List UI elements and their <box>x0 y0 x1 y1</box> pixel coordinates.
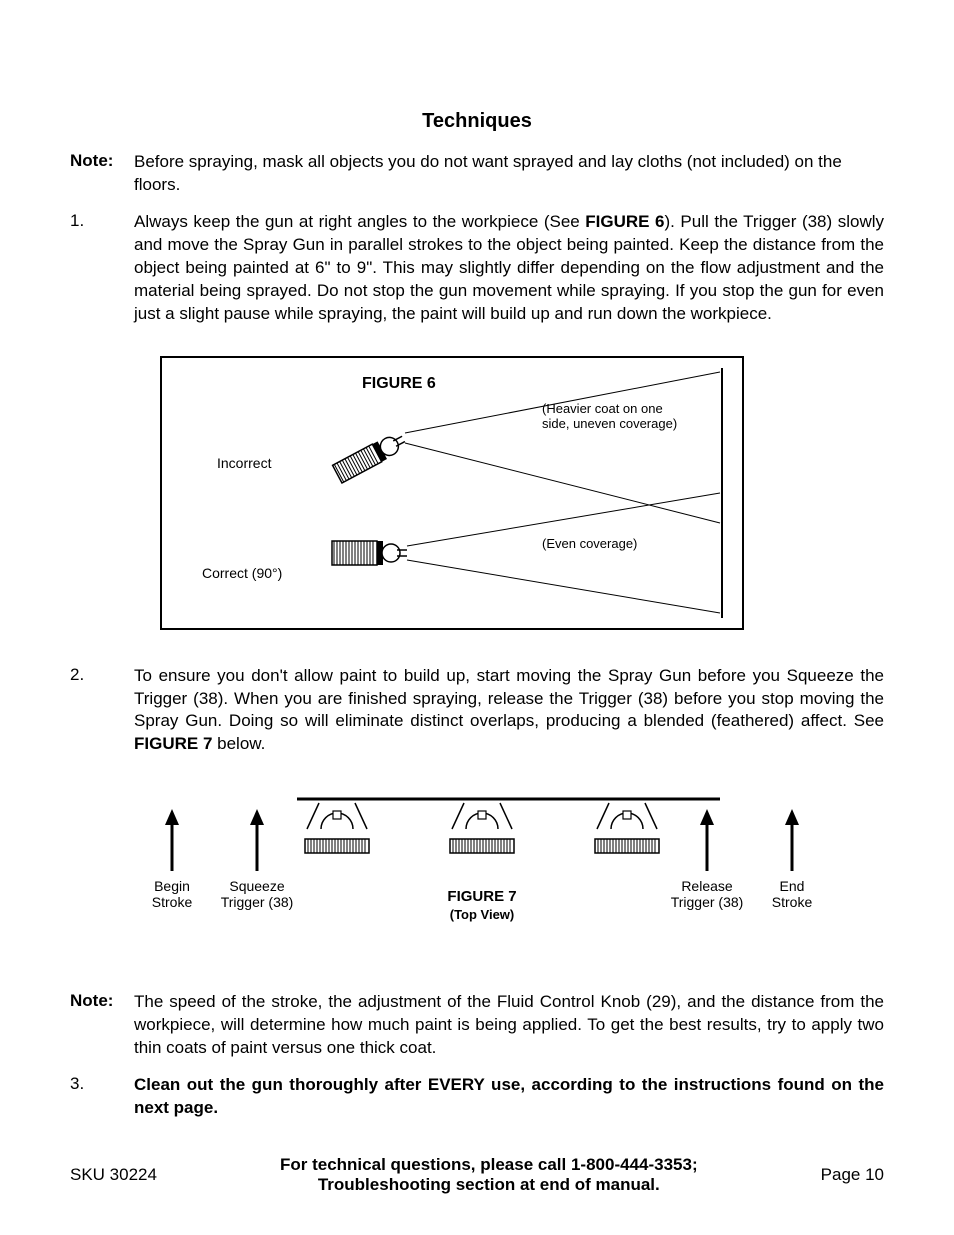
figure-6-incorrect-note-1: (Heavier coat on one <box>542 401 663 416</box>
figure-7-label-end-2: Stroke <box>772 894 813 910</box>
note-1-label: Note: <box>70 151 134 197</box>
step-3: 3. Clean out the gun thoroughly after EV… <box>70 1074 884 1120</box>
figure-6-incorrect-note-2: side, uneven coverage) <box>542 416 677 431</box>
figure-7-arrow-begin <box>165 809 179 871</box>
figure-6-title: FIGURE 6 <box>362 375 436 392</box>
step-1-figref: FIGURE 6 <box>585 212 664 231</box>
step-3-marker: 3. <box>70 1074 134 1120</box>
footer-line-1: For technical questions, please call 1-8… <box>280 1155 698 1174</box>
manual-page: Techniques Note: Before spraying, mask a… <box>0 0 954 1235</box>
figure-7-label-release-1: Release <box>681 878 733 894</box>
figure-7-label-begin-1: Begin <box>154 878 190 894</box>
figure-6-incorrect-label: Incorrect <box>217 455 272 471</box>
figure-6-correct-note: (Even coverage) <box>542 536 637 551</box>
step-2-marker: 2. <box>70 665 134 757</box>
figure-7-label-begin-2: Stroke <box>152 894 193 910</box>
figure-7-gun-3 <box>595 803 659 853</box>
figure-7-subtitle: (Top View) <box>450 907 515 922</box>
step-2-body: To ensure you don't allow paint to build… <box>134 665 884 757</box>
figure-7-arrow-end <box>785 809 799 871</box>
figure-7-svg: Begin Stroke Squeeze Trigger (38) Releas… <box>112 781 842 971</box>
note-1: Note: Before spraying, mask all objects … <box>70 151 884 197</box>
step-3-body: Clean out the gun thoroughly after EVERY… <box>134 1074 884 1120</box>
footer-page: Page 10 <box>821 1165 884 1185</box>
figure-6-svg: FIGURE 6 <box>160 356 744 630</box>
step-1-text-a: Always keep the gun at right angles to t… <box>134 212 585 231</box>
step-1-body: Always keep the gun at right angles to t… <box>134 211 884 326</box>
figure-7-title: FIGURE 7 <box>447 888 516 905</box>
figure-7-label-squeeze-2: Trigger (38) <box>221 894 294 910</box>
page-title: Techniques <box>70 110 884 133</box>
figure-7-arrow-squeeze <box>250 809 264 871</box>
step-2: 2. To ensure you don't allow paint to bu… <box>70 665 884 757</box>
figure-7-gun-2 <box>450 803 514 853</box>
figure-6-correct-label: Correct (90°) <box>202 565 282 581</box>
figure-7-gun-1 <box>305 803 369 853</box>
figure-7: Begin Stroke Squeeze Trigger (38) Releas… <box>70 781 884 971</box>
footer-center: For technical questions, please call 1-8… <box>157 1155 821 1195</box>
footer-sku: SKU 30224 <box>70 1165 157 1185</box>
figure-7-label-end-1: End <box>780 878 805 894</box>
footer-line-2: Troubleshooting section at end of manual… <box>318 1175 660 1194</box>
note-2-body: The speed of the stroke, the adjustment … <box>134 991 884 1060</box>
note-2: Note: The speed of the stroke, the adjus… <box>70 991 884 1060</box>
step-1: 1. Always keep the gun at right angles t… <box>70 211 884 326</box>
figure-6: FIGURE 6 <box>160 356 884 635</box>
step-1-marker: 1. <box>70 211 134 326</box>
figure-7-label-squeeze-1: Squeeze <box>229 878 284 894</box>
figure-7-label-release-2: Trigger (38) <box>671 894 744 910</box>
step-2-text-a: To ensure you don't allow paint to build… <box>134 666 884 731</box>
step-2-text-b: below. <box>212 734 265 753</box>
figure-7-arrow-release <box>700 809 714 871</box>
page-footer: SKU 30224 For technical questions, pleas… <box>70 1155 884 1195</box>
note-1-body: Before spraying, mask all objects you do… <box>134 151 884 197</box>
step-2-figref: FIGURE 7 <box>134 734 212 753</box>
note-2-label: Note: <box>70 991 134 1060</box>
